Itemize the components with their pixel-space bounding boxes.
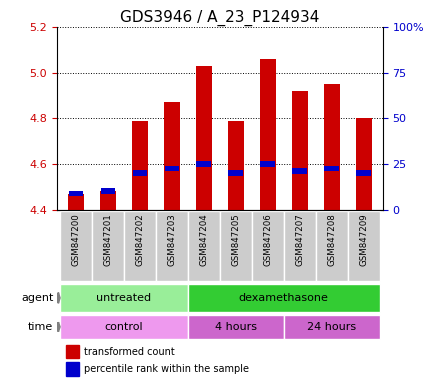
Bar	[132, 121, 148, 210]
Text: 24 hours: 24 hours	[306, 322, 355, 332]
Text: GSM847202: GSM847202	[135, 213, 144, 266]
Bar	[69, 191, 83, 197]
Text: GSM847203: GSM847203	[167, 213, 176, 266]
FancyBboxPatch shape	[219, 211, 251, 281]
FancyBboxPatch shape	[347, 211, 379, 281]
Text: GSM847207: GSM847207	[294, 213, 303, 266]
Text: untreated: untreated	[96, 293, 151, 303]
FancyBboxPatch shape	[315, 211, 347, 281]
Text: transformed count: transformed count	[84, 347, 174, 357]
Bar	[228, 170, 242, 176]
FancyBboxPatch shape	[251, 211, 283, 281]
Text: GSM847204: GSM847204	[199, 213, 208, 266]
Text: percentile rank within the sample: percentile rank within the sample	[84, 364, 249, 374]
FancyBboxPatch shape	[92, 211, 123, 281]
Bar	[292, 168, 306, 174]
Bar	[355, 118, 371, 210]
Text: GSM847205: GSM847205	[230, 213, 240, 266]
Bar	[323, 84, 339, 210]
Bar	[66, 362, 79, 376]
FancyBboxPatch shape	[283, 211, 315, 281]
Title: GDS3946 / A_23_P124934: GDS3946 / A_23_P124934	[120, 9, 319, 25]
Bar	[100, 189, 115, 194]
FancyBboxPatch shape	[187, 211, 219, 281]
Text: GSM847200: GSM847200	[71, 213, 80, 266]
Text: 4 hours: 4 hours	[214, 322, 256, 332]
Text: agent: agent	[21, 293, 53, 303]
FancyBboxPatch shape	[59, 284, 187, 312]
Bar	[260, 161, 274, 167]
Bar	[227, 121, 243, 210]
FancyArrow shape	[56, 293, 60, 303]
Bar	[195, 66, 211, 210]
FancyBboxPatch shape	[59, 211, 92, 281]
Bar	[291, 91, 307, 210]
Bar	[324, 166, 338, 171]
Bar	[355, 170, 370, 176]
Bar	[99, 191, 115, 210]
Bar	[259, 59, 275, 210]
Text: GSM847209: GSM847209	[358, 213, 367, 266]
FancyBboxPatch shape	[283, 314, 379, 339]
Text: time: time	[28, 322, 53, 332]
Bar	[68, 194, 83, 210]
Text: control: control	[104, 322, 143, 332]
FancyBboxPatch shape	[187, 314, 283, 339]
Text: GSM847206: GSM847206	[263, 213, 272, 266]
Bar	[66, 344, 79, 358]
FancyBboxPatch shape	[123, 211, 155, 281]
Bar	[132, 170, 147, 176]
Bar	[164, 166, 178, 171]
FancyBboxPatch shape	[59, 314, 187, 339]
Bar	[196, 161, 210, 167]
Bar	[163, 102, 179, 210]
FancyArrow shape	[56, 322, 60, 332]
Text: GSM847201: GSM847201	[103, 213, 112, 266]
FancyBboxPatch shape	[187, 284, 379, 312]
FancyBboxPatch shape	[155, 211, 187, 281]
Text: dexamethasone: dexamethasone	[238, 293, 328, 303]
Text: GSM847208: GSM847208	[326, 213, 335, 266]
